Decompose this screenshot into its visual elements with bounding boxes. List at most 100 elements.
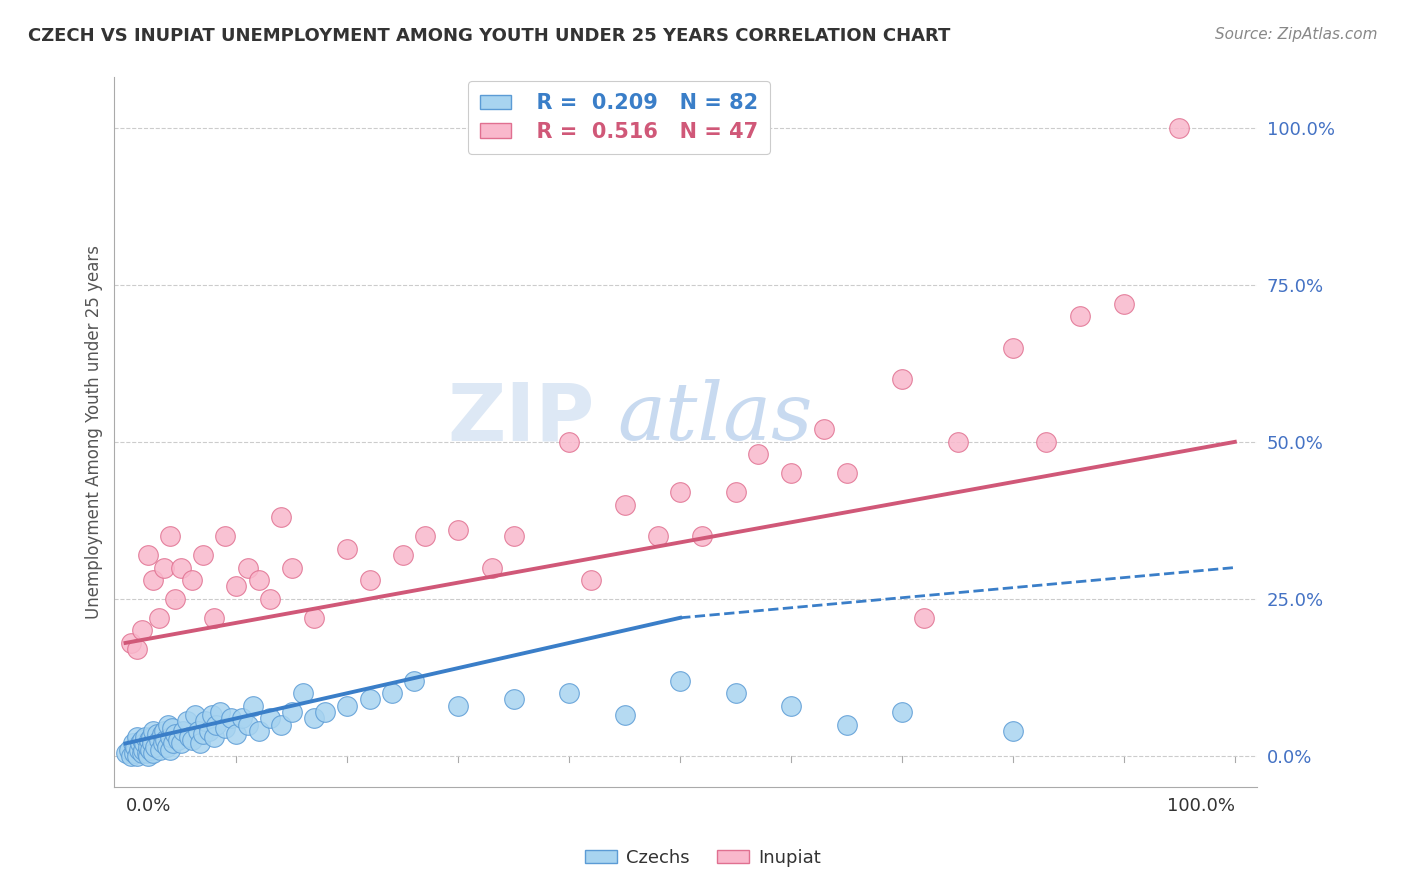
Point — [236, 560, 259, 574]
Point — [281, 705, 304, 719]
Point — [159, 730, 181, 744]
Point — [447, 698, 470, 713]
Point — [835, 467, 858, 481]
Legend: Czechs, Inupiat: Czechs, Inupiat — [578, 842, 828, 874]
Point — [613, 498, 636, 512]
Point — [724, 686, 747, 700]
Point — [214, 721, 236, 735]
Point — [891, 705, 914, 719]
Point — [165, 591, 187, 606]
Point — [136, 548, 159, 562]
Point — [402, 673, 425, 688]
Point — [1069, 309, 1091, 323]
Point — [336, 541, 359, 556]
Point — [780, 698, 803, 713]
Point — [170, 560, 193, 574]
Point — [160, 721, 183, 735]
Point — [165, 727, 187, 741]
Point — [124, 746, 146, 760]
Point — [162, 736, 184, 750]
Point — [131, 733, 153, 747]
Point — [181, 733, 204, 747]
Point — [197, 723, 219, 738]
Y-axis label: Unemployment Among Youth under 25 years: Unemployment Among Youth under 25 years — [86, 245, 103, 619]
Point — [359, 573, 381, 587]
Point — [142, 573, 165, 587]
Point — [208, 705, 231, 719]
Point — [281, 560, 304, 574]
Point — [724, 485, 747, 500]
Point — [156, 717, 179, 731]
Point — [302, 711, 325, 725]
Point — [142, 723, 165, 738]
Point — [131, 746, 153, 760]
Point — [170, 736, 193, 750]
Point — [359, 692, 381, 706]
Point — [413, 529, 436, 543]
Point — [314, 705, 336, 719]
Point — [1035, 434, 1057, 449]
Point — [270, 717, 292, 731]
Point — [155, 733, 177, 747]
Point — [131, 624, 153, 638]
Point — [669, 485, 692, 500]
Point — [214, 529, 236, 543]
Point — [259, 711, 281, 725]
Point — [835, 717, 858, 731]
Point — [447, 523, 470, 537]
Text: CZECH VS INUPIAT UNEMPLOYMENT AMONG YOUTH UNDER 25 YEARS CORRELATION CHART: CZECH VS INUPIAT UNEMPLOYMENT AMONG YOUT… — [28, 27, 950, 45]
Point — [177, 730, 200, 744]
Point — [202, 611, 225, 625]
Point — [132, 743, 155, 757]
Point — [120, 749, 142, 764]
Point — [153, 723, 176, 738]
Point — [136, 749, 159, 764]
Point — [159, 529, 181, 543]
Point — [502, 529, 524, 543]
Point — [150, 727, 173, 741]
Point — [481, 560, 503, 574]
Point — [188, 736, 211, 750]
Point — [166, 733, 188, 747]
Point — [118, 743, 141, 757]
Point — [124, 739, 146, 754]
Point — [148, 733, 170, 747]
Point — [205, 717, 228, 731]
Point — [292, 686, 315, 700]
Point — [502, 692, 524, 706]
Point — [392, 548, 415, 562]
Point — [259, 591, 281, 606]
Point — [187, 723, 209, 738]
Point — [148, 611, 170, 625]
Point — [138, 733, 160, 747]
Point — [669, 673, 692, 688]
Point — [122, 736, 145, 750]
Point — [181, 573, 204, 587]
Point — [1168, 120, 1191, 135]
Point — [145, 739, 167, 754]
Point — [780, 467, 803, 481]
Point — [558, 434, 581, 449]
Point — [120, 636, 142, 650]
Point — [581, 573, 603, 587]
Point — [946, 434, 969, 449]
Point — [184, 708, 207, 723]
Point — [912, 611, 935, 625]
Point — [302, 611, 325, 625]
Point — [336, 698, 359, 713]
Point — [125, 749, 148, 764]
Point — [141, 736, 163, 750]
Point — [153, 560, 176, 574]
Point — [891, 372, 914, 386]
Point — [136, 739, 159, 754]
Point — [172, 723, 194, 738]
Point — [134, 730, 156, 744]
Point — [1001, 341, 1024, 355]
Point — [1112, 296, 1135, 310]
Point — [129, 736, 152, 750]
Text: 0.0%: 0.0% — [125, 797, 172, 815]
Point — [191, 548, 214, 562]
Point — [247, 573, 270, 587]
Point — [142, 746, 165, 760]
Point — [613, 708, 636, 723]
